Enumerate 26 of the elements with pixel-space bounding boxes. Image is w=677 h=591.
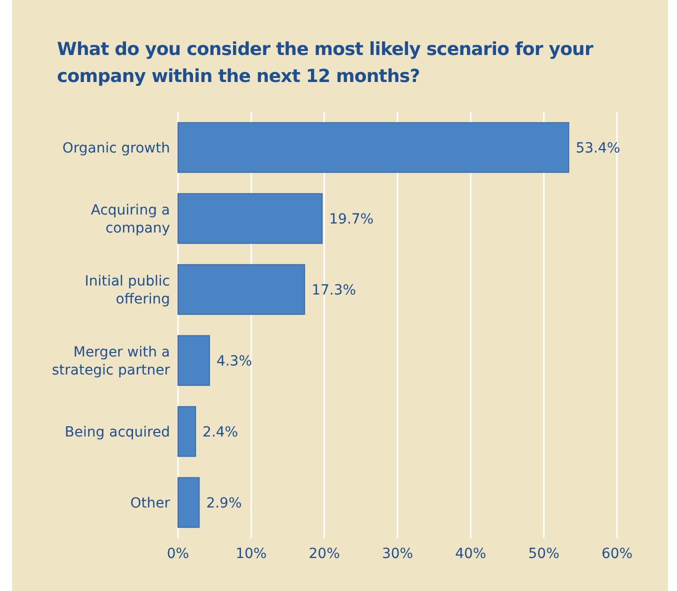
x-tick-label: 60% xyxy=(601,546,633,562)
data-label: 17.3% xyxy=(312,282,356,298)
bar xyxy=(178,477,200,528)
y-tick-label: Being acquired xyxy=(64,424,170,440)
y-tick-label: Other xyxy=(130,495,170,512)
data-label: 4.3% xyxy=(216,353,252,370)
data-label: 2.4% xyxy=(202,424,238,440)
bar xyxy=(178,335,210,386)
y-tick-label: Acquiring a company xyxy=(90,202,170,236)
x-tick-label: 40% xyxy=(455,546,486,562)
x-tick-label: 0% xyxy=(166,546,190,562)
y-tick-label: Organic growth xyxy=(62,140,170,156)
data-label: 2.9% xyxy=(206,495,242,512)
data-label: 19.7% xyxy=(329,211,374,228)
y-tick-label: Merger with a strategic partner xyxy=(52,344,170,378)
bar xyxy=(178,406,196,457)
x-tick-label: 20% xyxy=(308,546,340,562)
x-tick-label: 30% xyxy=(382,546,414,562)
chart-title: What do you consider the most likely scenario for your company within the next 12 months? xyxy=(57,39,594,87)
y-tick-label: Initial public offering xyxy=(84,273,170,308)
x-tick-label: 50% xyxy=(528,546,560,562)
data-label: 53.4% xyxy=(576,140,620,156)
bar xyxy=(178,193,323,244)
bar xyxy=(178,264,306,315)
bar xyxy=(178,122,570,173)
x-tick-label: 10% xyxy=(236,546,267,562)
